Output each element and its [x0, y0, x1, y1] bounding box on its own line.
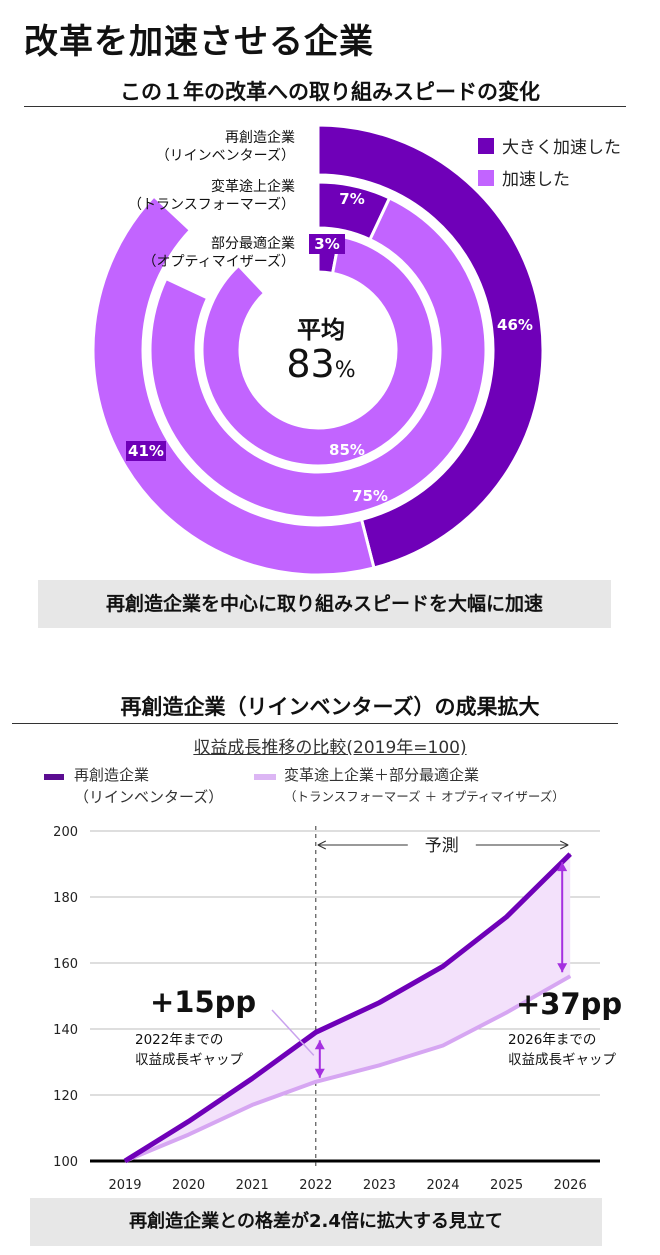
pct-reinventors-moderate: 41%	[126, 441, 166, 461]
pct-transformers-moderate: 75%	[352, 487, 388, 505]
ring-label-optimizers: 部分最適企業 （オプティマイザーズ）	[143, 235, 295, 271]
ring-label-reinventors-line2: （リインベンターズ）	[155, 148, 295, 164]
donut-segment-transformers-moderate	[148, 195, 488, 520]
x-tick-label-2022: 2022	[299, 1178, 332, 1193]
legend-label-moderate: 加速した	[502, 170, 570, 190]
ring-label-transformers: 変革途上企業 （トランスフォーマーズ）	[128, 178, 295, 214]
ring-label-optimizers-line1: 部分最適企業	[211, 236, 295, 252]
annotation-2022-text: 2022年までの 収益成長ギャップ	[135, 1030, 243, 1070]
section1-title: この１年の改革への取り組みスピードの変化	[120, 80, 540, 104]
annotation-2022-line1: 2022年までの	[135, 1032, 224, 1048]
legend-others-line2: （トランスフォーマーズ ＋ オプティマイザーズ）	[284, 789, 565, 804]
y-tick-label-160: 160	[53, 957, 78, 972]
annotation-2022-line2: 収益成長ギャップ	[135, 1052, 243, 1068]
section1-divider	[24, 106, 626, 107]
donut-center-unit: %	[334, 358, 356, 383]
donut-segment-optimizers-moderate	[200, 234, 436, 468]
point-others-2026	[569, 975, 571, 977]
legend-label-reinventors: 再創造企業 （リインベンターズ）	[74, 764, 223, 808]
ring-label-reinventors: 再創造企業 （リインベンターズ）	[156, 129, 295, 165]
donut-center-value-wrap: 83%	[259, 342, 383, 386]
gap-area	[125, 854, 571, 1161]
line-chart-title: 収益成長推移の比較(2019年=100)	[193, 738, 467, 758]
donut-segment-reinventors-strong	[316, 123, 545, 570]
x-tick-label-2020: 2020	[172, 1178, 205, 1193]
pct-reinventors-strong: 46%	[497, 316, 533, 334]
point-reinventors-2024	[442, 965, 444, 967]
legend-item-strong: 大きく加速した	[478, 133, 621, 158]
legend-swatch-reinventors	[44, 774, 64, 780]
point-reinventors-2020	[188, 1120, 190, 1122]
banner-acceleration: 再創造企業を中心に取り組みスピードを大幅に加速	[38, 580, 611, 628]
ring-label-transformers-line2: （トランスフォーマーズ）	[127, 197, 295, 213]
annotation-2026-value: +37pp	[516, 987, 623, 1021]
y-tick-label-100: 100	[53, 1155, 78, 1170]
line-chart: 100 120 140 160 180 200 2019 2020 2021 2022 2023 20…	[53, 825, 600, 1193]
legend-label-strong: 大きく加速した	[502, 138, 621, 158]
donut-center-label: 平均	[297, 316, 345, 344]
banner-gap: 再創造企業との格差が2.4倍に拡大する見立て	[30, 1198, 602, 1246]
donut-segment-reinventors-moderate	[91, 193, 376, 577]
section2-title: 再創造企業（リインベンターズ）の成果拡大	[120, 695, 540, 719]
legend-swatch-moderate	[478, 169, 494, 186]
x-tick-label-2019: 2019	[108, 1178, 141, 1193]
point-reinventors-2023	[378, 1002, 380, 1004]
point-reinventors-2026	[569, 853, 571, 855]
point-others-2023	[378, 1064, 380, 1066]
gap-arrowheads-2022	[314, 1040, 325, 1078]
donut-legend: 大きく加速した 加速した	[478, 133, 621, 190]
x-tick-label-2024: 2024	[426, 1178, 459, 1193]
legend-reinventors-line2: （リインベンターズ）	[74, 788, 224, 806]
forecast-arrowhead-left	[317, 840, 327, 850]
section2-divider	[12, 723, 618, 724]
point-others-2024	[442, 1045, 444, 1046]
point-others-2025	[506, 1012, 508, 1013]
point-reinventors-2021	[251, 1078, 253, 1079]
legend-item-moderate: 加速した	[478, 165, 621, 190]
annotation-2026-line2: 収益成長ギャップ	[508, 1052, 616, 1068]
legend-label-others: 変革途上企業＋部分最適企業 （トランスフォーマーズ ＋ オプティマイザーズ）	[284, 764, 565, 808]
y-tick-label-200: 200	[53, 825, 78, 840]
series-line-reinventors	[123, 852, 572, 1164]
forecast-arrowhead-right	[559, 840, 569, 850]
x-tick-label-2026: 2026	[554, 1178, 587, 1193]
annotation-2022-value: +15pp	[150, 985, 257, 1019]
point-reinventors-2022	[315, 1031, 317, 1033]
point-others-2020	[188, 1134, 190, 1136]
legend-reinventors-line1: 再創造企業	[74, 766, 150, 784]
x-tick-label-2023: 2023	[363, 1178, 396, 1193]
annotation-2026-line1: 2026年までの	[508, 1032, 597, 1048]
pct-optimizers-moderate: 85%	[329, 441, 365, 459]
page-title: 改革を加速させる企業	[24, 22, 374, 62]
point-others-2022	[315, 1081, 317, 1083]
annotation-2026-text: 2026年までの 収益成長ギャップ	[508, 1030, 616, 1070]
y-tick-label-120: 120	[53, 1089, 78, 1104]
annotation-2022-leader	[271, 1009, 315, 1056]
series-line-others	[124, 974, 572, 1163]
y-tick-label-140: 140	[53, 1023, 78, 1038]
point-reinventors-2025	[506, 916, 508, 918]
legend-swatch-others	[254, 774, 276, 780]
ring-label-reinventors-line1: 再創造企業	[225, 130, 295, 146]
y-tick-label-180: 180	[53, 891, 78, 906]
ring-label-optimizers-line2: （オプティマイザーズ）	[142, 254, 295, 270]
legend-others-line1: 変革途上企業＋部分最適企業	[284, 766, 480, 784]
x-tick-label-2021: 2021	[236, 1178, 269, 1193]
donut-chart	[91, 123, 545, 577]
point-reinventors-2019	[124, 1160, 126, 1162]
ring-label-transformers-line1: 変革途上企業	[211, 179, 295, 195]
point-others-2021	[251, 1104, 253, 1106]
donut-center-value: 83	[286, 342, 335, 386]
legend-swatch-strong	[478, 137, 494, 154]
forecast-label: 予測	[425, 836, 459, 856]
pct-transformers-strong: 7%	[339, 190, 365, 208]
pct-optimizers-strong: 3%	[309, 234, 345, 254]
x-tick-label-2025: 2025	[490, 1178, 523, 1193]
